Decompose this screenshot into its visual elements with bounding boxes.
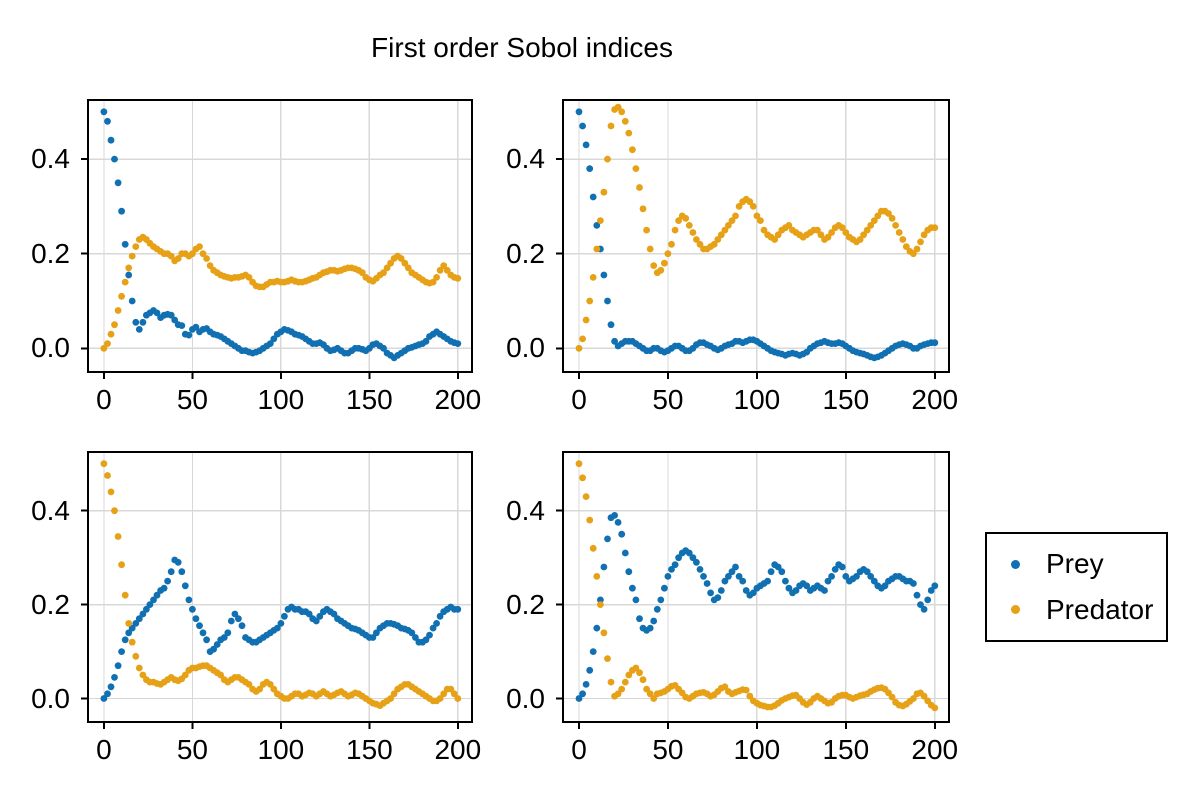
predator-series <box>100 233 462 352</box>
tick-marks <box>556 158 936 379</box>
y-tick-label: 0.0 <box>31 332 70 364</box>
axes-spines <box>562 99 950 373</box>
x-tick-label: 200 <box>911 734 959 765</box>
x-tick-label: 100 <box>733 734 781 765</box>
x-tick-label: 200 <box>911 384 959 415</box>
x-tick-label: 50 <box>652 734 684 765</box>
prey-series <box>100 556 462 702</box>
prey-marker-icon <box>1011 559 1020 569</box>
predator-series <box>575 460 939 712</box>
x-tick-label: 50 <box>652 384 684 415</box>
subplot-bottom-left <box>81 451 473 729</box>
y-tick-label: 0.2 <box>506 588 545 620</box>
figure-title: First order Sobol indices <box>371 32 673 63</box>
x-tick-label: 100 <box>257 384 305 415</box>
x-tick-label: 0 <box>571 734 587 765</box>
y-tick-label: 0.4 <box>506 143 545 175</box>
prey-series <box>575 108 939 362</box>
subplot-top-left <box>81 99 473 379</box>
x-tick-label: 150 <box>346 384 393 415</box>
legend-label-predator: Predator <box>1046 593 1154 625</box>
x-tick-label: 200 <box>434 384 482 415</box>
y-tick-label: 0.4 <box>506 494 545 526</box>
prey-series <box>575 512 939 702</box>
y-tick-label: 0.2 <box>31 237 70 269</box>
prey-series <box>100 108 462 362</box>
x-tick-label: 0 <box>571 384 587 415</box>
y-tick-label: 0.2 <box>506 237 545 269</box>
legend-item-predator: Predator <box>987 593 1166 625</box>
tick-marks <box>556 509 936 729</box>
y-tick-label: 0.4 <box>31 143 70 175</box>
y-tick-label: 0.0 <box>31 682 70 714</box>
x-tick-label: 150 <box>822 384 870 415</box>
axes-spines <box>562 451 950 723</box>
tick-marks <box>81 158 459 379</box>
x-tick-label: 150 <box>346 734 393 765</box>
x-tick-label: 200 <box>434 734 482 765</box>
subplot-top-right <box>556 99 950 379</box>
legend: Prey Predator <box>985 532 1168 642</box>
subplot-bottom-right <box>556 451 950 729</box>
x-tick-label: 50 <box>176 384 208 415</box>
x-tick-label: 100 <box>733 384 781 415</box>
predator-series <box>100 460 462 709</box>
y-tick-label: 0.2 <box>31 588 70 620</box>
y-tick-label: 0.4 <box>31 494 70 526</box>
x-tick-label: 0 <box>96 734 112 765</box>
axes-spines <box>87 99 473 373</box>
y-tick-label: 0.0 <box>506 682 545 714</box>
y-tick-label: 0.0 <box>506 332 545 364</box>
legend-item-prey: Prey <box>987 549 1166 579</box>
axes-spines <box>87 451 473 723</box>
gridlines <box>88 100 472 372</box>
gridlines <box>563 452 949 722</box>
legend-label-prey: Prey <box>1046 548 1104 580</box>
tick-marks <box>81 509 459 729</box>
x-tick-label: 0 <box>96 384 112 415</box>
x-tick-label: 50 <box>176 734 208 765</box>
predator-series <box>575 103 939 352</box>
x-tick-label: 100 <box>257 734 305 765</box>
predator-marker-icon <box>1011 605 1020 615</box>
gridlines <box>563 100 949 372</box>
x-tick-label: 150 <box>822 734 870 765</box>
